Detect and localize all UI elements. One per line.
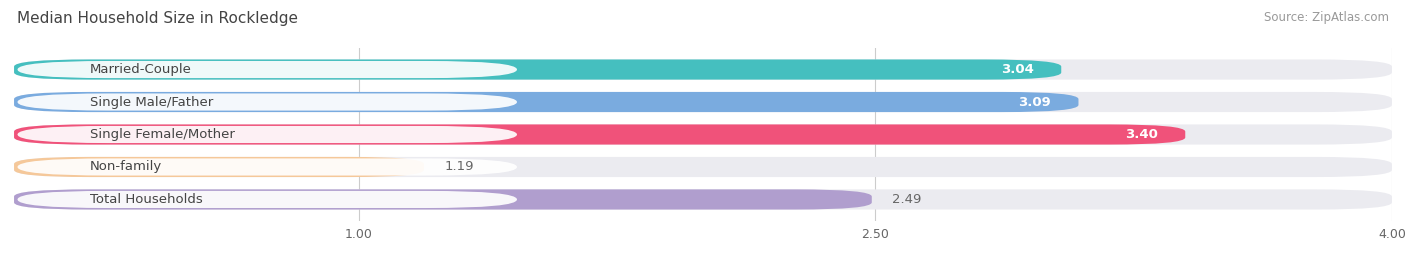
FancyBboxPatch shape — [14, 59, 1062, 80]
Text: 3.04: 3.04 — [1001, 63, 1033, 76]
FancyBboxPatch shape — [17, 191, 517, 208]
FancyBboxPatch shape — [14, 92, 1392, 112]
Text: Median Household Size in Rockledge: Median Household Size in Rockledge — [17, 11, 298, 26]
FancyBboxPatch shape — [14, 157, 1392, 177]
Text: 3.09: 3.09 — [1018, 95, 1050, 108]
Text: Married-Couple: Married-Couple — [90, 63, 191, 76]
FancyBboxPatch shape — [17, 93, 517, 111]
Text: Non-family: Non-family — [90, 161, 162, 174]
FancyBboxPatch shape — [14, 125, 1392, 144]
Text: 3.40: 3.40 — [1125, 128, 1157, 141]
Text: 2.49: 2.49 — [893, 193, 922, 206]
FancyBboxPatch shape — [14, 157, 425, 177]
FancyBboxPatch shape — [17, 126, 517, 143]
FancyBboxPatch shape — [14, 189, 1392, 210]
Text: Total Households: Total Households — [90, 193, 202, 206]
Text: 1.19: 1.19 — [444, 161, 474, 174]
FancyBboxPatch shape — [17, 61, 517, 78]
Text: Single Female/Mother: Single Female/Mother — [90, 128, 235, 141]
FancyBboxPatch shape — [14, 189, 872, 210]
Text: Source: ZipAtlas.com: Source: ZipAtlas.com — [1264, 11, 1389, 24]
FancyBboxPatch shape — [14, 92, 1078, 112]
FancyBboxPatch shape — [14, 125, 1185, 144]
FancyBboxPatch shape — [14, 59, 1392, 80]
Text: Single Male/Father: Single Male/Father — [90, 95, 214, 108]
FancyBboxPatch shape — [17, 158, 517, 176]
